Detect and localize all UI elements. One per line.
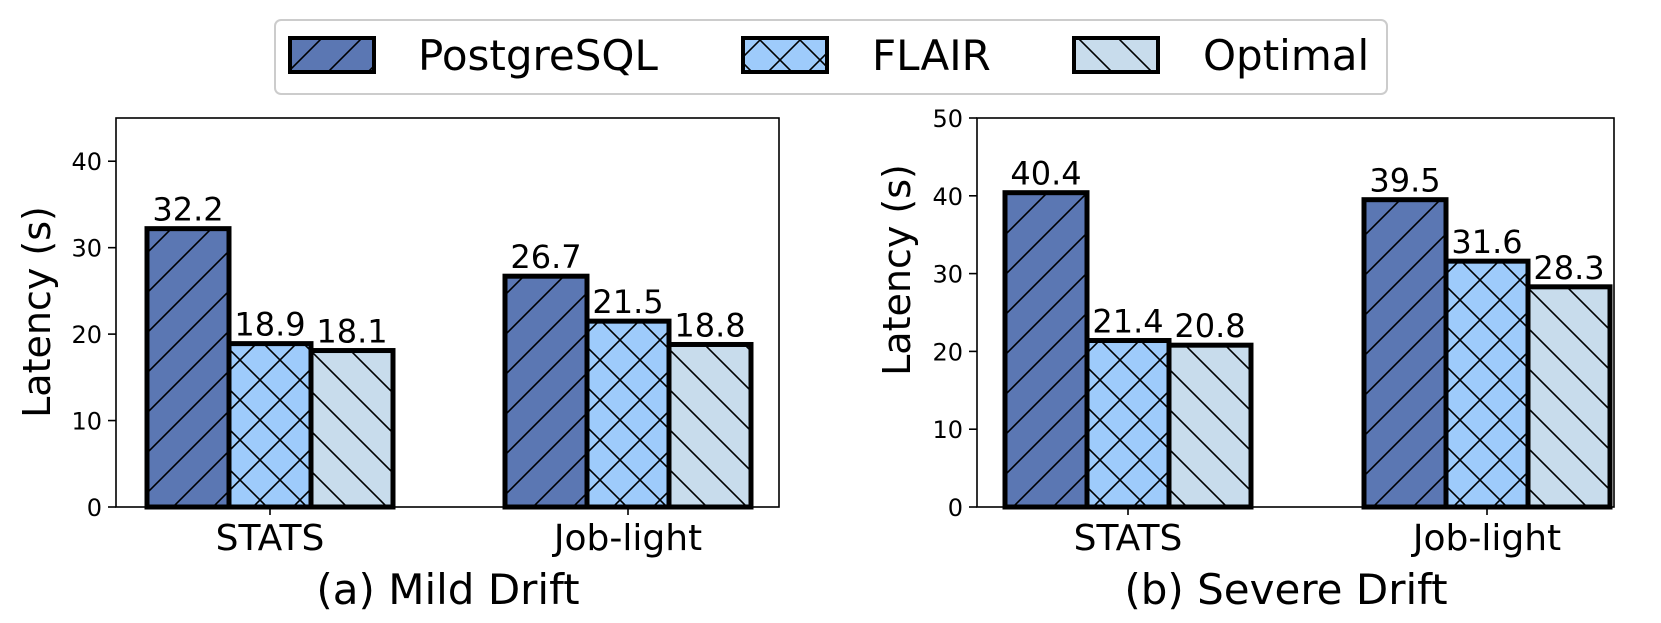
y-tick-label: 0 xyxy=(87,494,102,522)
legend-entry-flair: FLAIR xyxy=(741,31,991,80)
value-label-flair-job-light: 21.5 xyxy=(592,283,663,321)
value-label-optimal-job-light: 18.8 xyxy=(674,306,745,344)
x-tick-label-stats: STATS xyxy=(1074,518,1183,559)
bar-postgresql-job-light-hatch xyxy=(502,273,590,510)
y-tick-label: 10 xyxy=(932,416,963,444)
y-tick-label: 30 xyxy=(932,261,963,289)
legend: PostgreSQL FLAIR Optimal xyxy=(274,19,1388,95)
x-tick-label-stats: STATS xyxy=(216,518,325,559)
legend-swatch-hatch-optimal xyxy=(1074,38,1158,72)
bar-optimal-job-light-hatch xyxy=(666,341,754,510)
plot-area-frame xyxy=(115,117,780,508)
bar-postgresql-stats-hatch xyxy=(1002,190,1090,510)
value-label-postgresql-job-light: 26.7 xyxy=(510,238,581,276)
bar-postgresql-job-light-hatch xyxy=(1361,197,1449,510)
bar-postgresql-stats-hatch xyxy=(144,226,232,510)
panel-title: (a) Mild Drift xyxy=(316,565,579,614)
bar-flair-stats-hatch xyxy=(226,341,314,510)
y-axis-label: Latency (s) xyxy=(875,164,919,376)
legend-swatch-hatch-flair xyxy=(743,38,827,72)
value-label-postgresql-job-light: 39.5 xyxy=(1369,162,1440,200)
legend-label-optimal: Optimal xyxy=(1203,31,1369,80)
y-tick-label: 50 xyxy=(932,105,963,133)
y-tick-label: 40 xyxy=(71,148,102,176)
legend-entry-postgresql: PostgreSQL xyxy=(288,31,658,80)
legend-entry-optimal: Optimal xyxy=(1072,31,1369,80)
bar-flair-job-light-hatch xyxy=(1443,258,1531,510)
value-label-flair-stats: 18.9 xyxy=(234,306,305,344)
bar-optimal-stats-hatch xyxy=(308,348,396,510)
bar-flair-stats-hatch xyxy=(1084,338,1172,510)
bar-optimal-stats-hatch xyxy=(1166,342,1254,510)
y-tick-label: 0 xyxy=(948,494,963,522)
bar-flair-job-light-hatch xyxy=(584,318,672,510)
legend-swatch-hatch-postgresql xyxy=(290,38,374,72)
panel-title: (b) Severe Drift xyxy=(1124,565,1447,614)
y-tick-label: 20 xyxy=(71,321,102,349)
value-label-optimal-stats: 20.8 xyxy=(1174,307,1245,345)
value-label-postgresql-stats: 32.2 xyxy=(152,191,223,229)
y-tick-label: 40 xyxy=(932,183,963,211)
panel-severe-drift: Latency (s) (b) Severe Drift 0 10 20 30 40 50… xyxy=(875,105,1615,614)
value-label-flair-job-light: 31.6 xyxy=(1451,223,1522,261)
plot-area-frame xyxy=(976,117,1615,508)
y-axis-label: Latency (s) xyxy=(15,206,59,418)
panel-mild-drift: Latency (s) (a) Mild Drift 0 10 20 30 40 32.2… xyxy=(15,117,780,614)
legend-label-postgresql: PostgreSQL xyxy=(418,31,658,80)
y-tick-label: 30 xyxy=(71,235,102,263)
value-label-postgresql-stats: 40.4 xyxy=(1010,155,1081,193)
x-tick-label-job-light: Job-light xyxy=(1411,518,1561,559)
value-label-optimal-job-light: 28.3 xyxy=(1533,249,1604,287)
value-label-flair-stats: 21.4 xyxy=(1092,303,1163,341)
legend-label-flair: FLAIR xyxy=(872,31,991,80)
bar-optimal-job-light-hatch xyxy=(1525,284,1613,510)
value-label-optimal-stats: 18.1 xyxy=(316,313,387,351)
x-tick-label-job-light: Job-light xyxy=(552,518,702,559)
y-tick-label: 10 xyxy=(71,408,102,436)
y-tick-label: 20 xyxy=(932,338,963,366)
